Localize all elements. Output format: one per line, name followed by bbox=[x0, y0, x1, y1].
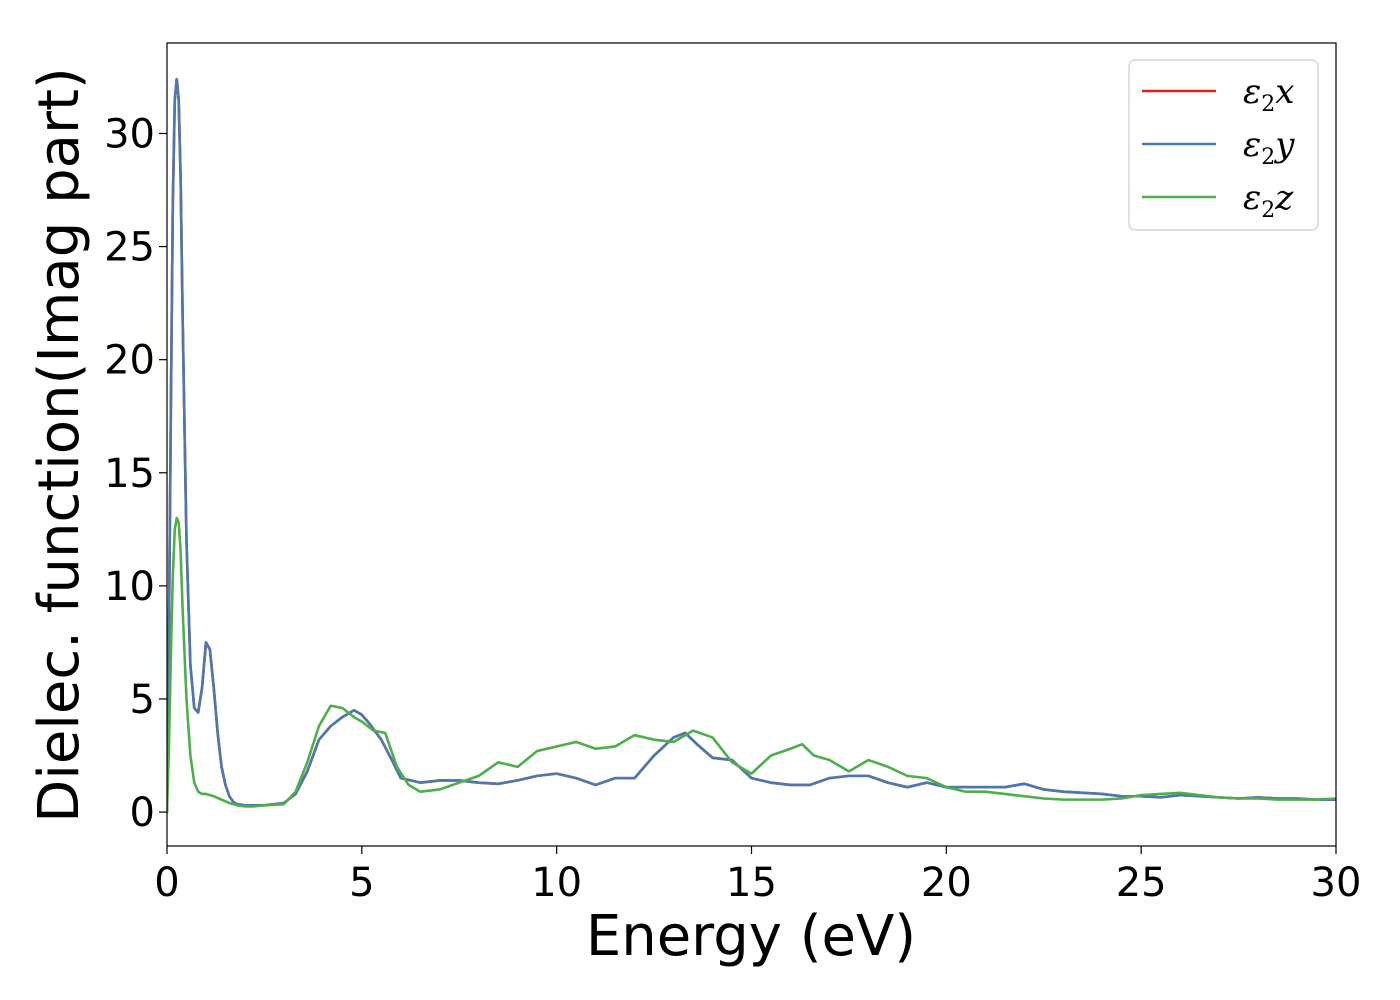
y-axis-label: Dielec. function(Imag part) bbox=[27, 67, 92, 823]
series-line-y bbox=[167, 77, 1336, 814]
y-tick-label: 30 bbox=[104, 111, 155, 157]
y-tick-label: 0 bbox=[130, 790, 155, 836]
series-layer bbox=[167, 77, 1336, 814]
legend-label-z: ε2z bbox=[1243, 178, 1294, 223]
y-tick-label: 25 bbox=[104, 225, 155, 271]
x-tick-label: 30 bbox=[1311, 860, 1362, 906]
x-tick-label: 25 bbox=[1116, 860, 1167, 906]
x-axis: 0 5 10 15 20 25 30 bbox=[154, 846, 1361, 906]
legend-label-y: ε2y bbox=[1243, 125, 1295, 170]
x-axis-label: Energy (eV) bbox=[586, 904, 916, 969]
legend: ε2x ε2y ε2z bbox=[1128, 59, 1319, 231]
y-tick-label: 5 bbox=[130, 677, 155, 723]
y-tick-label: 10 bbox=[104, 564, 155, 610]
legend-box bbox=[1128, 59, 1319, 231]
y-tick-label: 20 bbox=[104, 338, 155, 384]
legend-label-x: ε2x bbox=[1243, 72, 1294, 117]
y-axis: 0 5 10 15 20 25 30 bbox=[104, 111, 167, 836]
x-tick-label: 0 bbox=[154, 860, 179, 906]
y-tick-label: 15 bbox=[104, 451, 155, 497]
series-line-z bbox=[167, 516, 1336, 814]
legend-items: ε2x ε2y ε2z bbox=[1142, 72, 1295, 223]
x-tick-label: 5 bbox=[349, 860, 374, 906]
x-tick-label: 15 bbox=[726, 860, 777, 906]
x-tick-label: 20 bbox=[921, 860, 972, 906]
x-tick-label: 10 bbox=[531, 860, 582, 906]
